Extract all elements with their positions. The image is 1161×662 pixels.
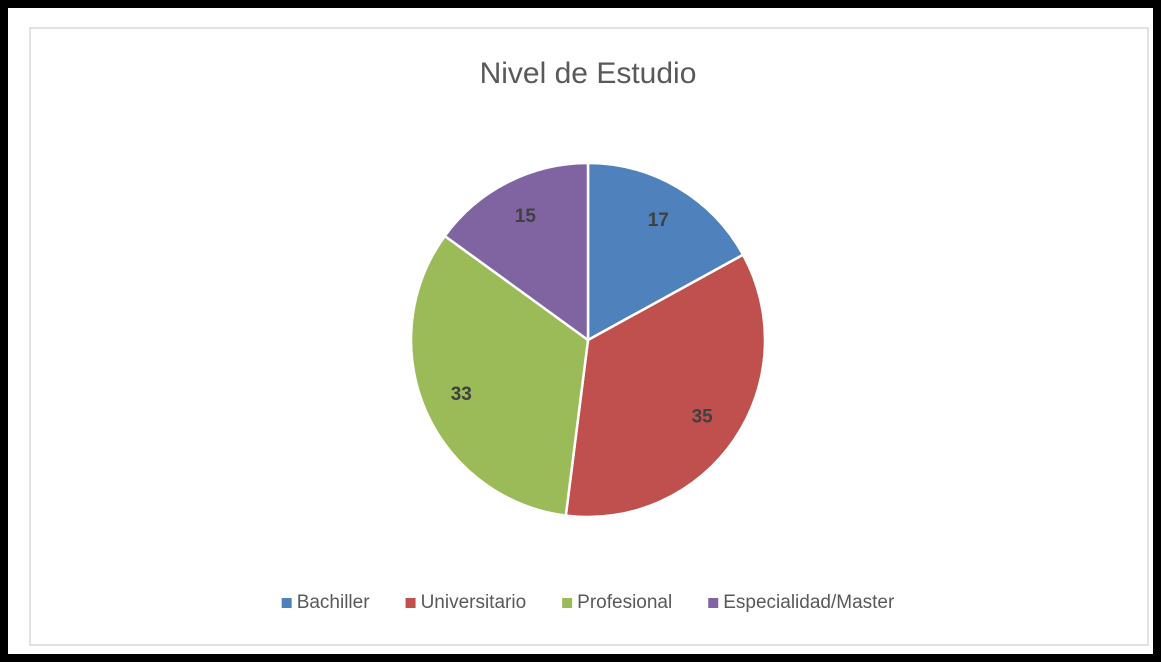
data-label: 35 — [692, 407, 714, 428]
legend-swatch — [405, 598, 416, 608]
chart-title: Nivel de Estudio — [480, 57, 697, 90]
legend-label: Universitario — [421, 592, 527, 613]
legend-label: Bachiller — [297, 592, 371, 613]
data-label: 17 — [648, 210, 669, 231]
pie-slice — [564, 253, 767, 519]
pie-slice — [586, 161, 745, 343]
data-label: 33 — [451, 384, 472, 405]
legend-swatch — [281, 598, 292, 608]
data-label: 15 — [515, 206, 537, 227]
pie-slice — [409, 234, 590, 518]
legend: Bachiller Universitario Profesional Especia… — [281, 592, 895, 613]
legend-swatch — [708, 598, 719, 608]
pie-slice — [443, 161, 590, 343]
legend-swatch — [562, 598, 573, 608]
legend-label: Profesional — [577, 592, 672, 613]
legend-label: Especialidad/Master — [723, 592, 895, 613]
